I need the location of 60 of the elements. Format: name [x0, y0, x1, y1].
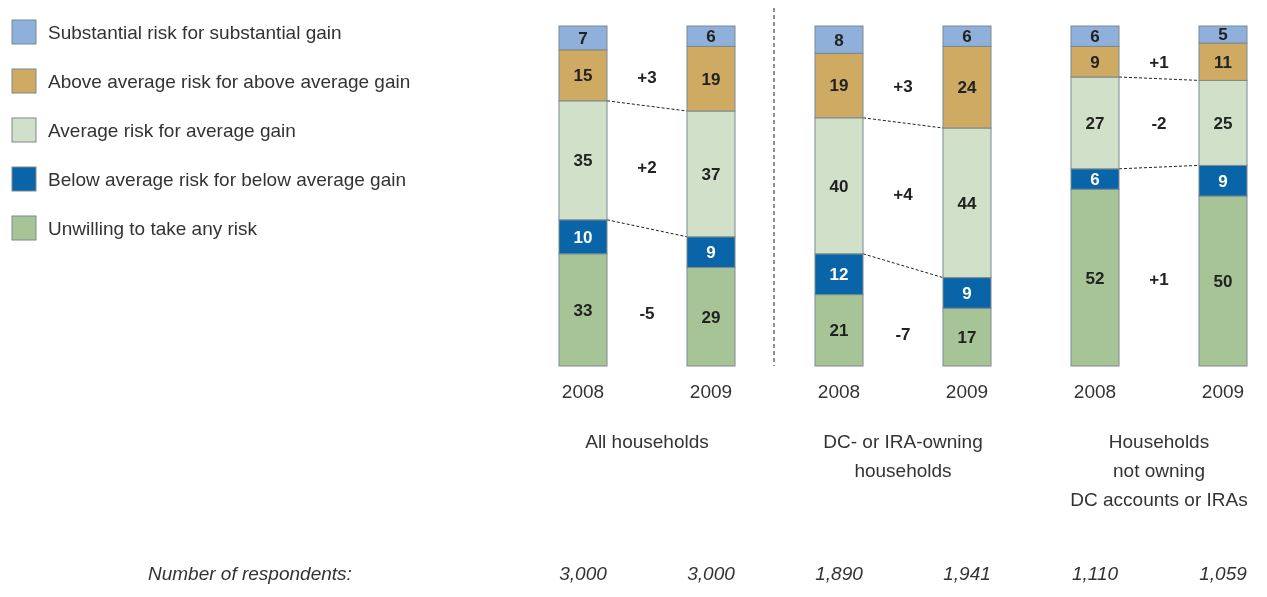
legend-label: Above average risk for above average gain — [48, 70, 411, 92]
data-label: 25 — [1213, 113, 1233, 133]
text: 1,059 — [1199, 563, 1248, 584]
data-label: 9 — [706, 243, 716, 263]
x-tick-label: 2009 — [945, 381, 989, 402]
legend-label: Substantial risk for substantial gain — [48, 21, 342, 43]
data-label: 15 — [573, 66, 593, 86]
data-label: 17 — [957, 328, 977, 348]
data-label: 11 — [1214, 52, 1232, 72]
data-label: 10 — [573, 227, 593, 247]
annotation: -7 — [895, 324, 911, 344]
data-label: 50 — [1213, 271, 1233, 291]
text: 1,890 — [815, 563, 864, 584]
x-axis-title: All households — [585, 431, 709, 452]
data-label: 37 — [701, 164, 721, 184]
annotation: +2 — [637, 158, 657, 178]
text: Number of respondents: — [148, 563, 352, 584]
x-tick-label: 2009 — [689, 381, 733, 402]
data-label: 6 — [706, 27, 716, 47]
data-label: 29 — [701, 307, 721, 327]
data-label: 9 — [962, 283, 972, 303]
data-label: 52 — [1085, 268, 1105, 288]
x-axis-title: DC- or IRA-owning households — [823, 431, 983, 481]
x-tick-label: 2009 — [1201, 381, 1245, 402]
annotation: +3 — [637, 67, 657, 87]
annotation: +4 — [893, 185, 914, 205]
data-label: 12 — [829, 265, 849, 285]
text: 1,110 — [1071, 563, 1119, 584]
legend-label: Below average risk for below average gain — [48, 168, 407, 190]
annotation: -5 — [639, 304, 655, 324]
data-label: 21 — [829, 321, 849, 341]
data-label: 9 — [1090, 52, 1100, 72]
data-label: 40 — [829, 176, 849, 196]
annotation: +3 — [893, 77, 913, 97]
x-tick-label: 2008 — [1073, 381, 1117, 402]
data-label: 35 — [573, 151, 593, 171]
x-tick-label: 2008 — [561, 381, 605, 402]
x-axis-title: Households not owning DC accounts or IRAs — [1070, 431, 1248, 510]
text: 3,000 — [559, 563, 608, 584]
data-label: 9 — [1218, 171, 1228, 191]
data-label: 6 — [1090, 27, 1100, 47]
data-label: 27 — [1085, 113, 1105, 133]
text: 3,000 — [687, 563, 736, 584]
data-label: 6 — [1090, 169, 1100, 189]
text: 1,941 — [943, 563, 991, 584]
annotation: +1 — [1149, 270, 1169, 290]
x-tick-label: 2008 — [817, 381, 861, 402]
annotation: -2 — [1151, 113, 1167, 133]
legend-label: Unwilling to take any risk — [48, 217, 258, 239]
data-label: 7 — [578, 28, 588, 48]
data-label: 19 — [829, 76, 849, 96]
data-label: 6 — [962, 27, 972, 47]
data-label: 5 — [1218, 25, 1228, 45]
data-label: 33 — [573, 300, 593, 320]
legend-label: Average risk for average gain — [48, 119, 296, 141]
annotation: +1 — [1149, 52, 1169, 72]
data-label: 44 — [957, 193, 977, 213]
data-label: 8 — [834, 30, 844, 50]
data-label: 19 — [701, 69, 721, 89]
data-label: 24 — [957, 78, 977, 98]
